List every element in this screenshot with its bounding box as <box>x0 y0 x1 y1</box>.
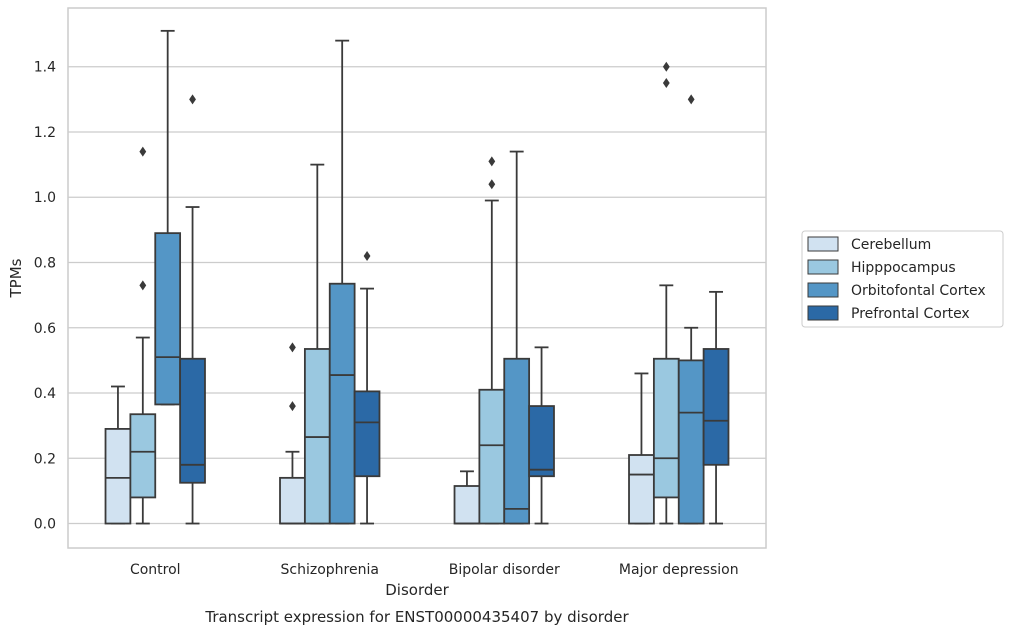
legend: Cerebellum Hipppocampus Orbitofontal Corte… <box>801 230 1004 328</box>
x-tick-label: Major depression <box>619 562 739 578</box>
y-tick-label: 1.2 <box>34 125 56 141</box>
outlier-point <box>662 61 670 72</box>
outlier-point <box>139 280 147 291</box>
box-iqr <box>702 348 730 466</box>
outlier-point <box>189 94 196 105</box>
legend-swatch <box>807 259 839 275</box>
legend-swatch <box>807 282 839 298</box>
box-iqr <box>628 454 655 525</box>
x-tick-label: Schizophrenia <box>281 562 379 578</box>
outlier-point <box>488 156 496 167</box>
box-1-1 <box>303 163 331 525</box>
legend-label: Cerebellum <box>851 237 931 253</box>
legend-swatch <box>807 305 839 321</box>
y-tick-label: 1.4 <box>34 60 56 76</box>
box-iqr <box>328 282 356 525</box>
box-1-3 <box>353 250 381 525</box>
outlier-point <box>662 78 670 89</box>
box-3-1 <box>652 61 680 525</box>
y-tick-label: 0.8 <box>34 256 56 272</box>
box-1-0 <box>279 342 306 525</box>
legend-label: Orbitofontal Cortex <box>851 283 986 299</box>
outlier-point <box>139 146 147 157</box>
box-3-2 <box>677 94 705 525</box>
box-iqr <box>503 357 531 525</box>
y-tick-label: 0.0 <box>34 517 56 533</box>
box-iqr <box>677 359 705 525</box>
outlier-point <box>363 250 371 261</box>
boxes <box>104 29 730 525</box>
box-iqr <box>652 357 680 499</box>
box-iqr <box>154 232 182 406</box>
box-iqr <box>528 405 555 478</box>
box-iqr <box>353 390 381 478</box>
y-tick-label: 0.6 <box>34 321 56 337</box>
x-tick-label: Bipolar disorder <box>449 562 560 578</box>
legend-swatch <box>807 236 839 252</box>
box-2-3 <box>528 346 555 525</box>
box-2-2 <box>503 150 531 525</box>
box-0-3 <box>179 94 206 525</box>
box-2-1 <box>478 156 506 525</box>
y-tick-label: 0.4 <box>34 386 56 402</box>
plot-area-frame <box>67 7 767 549</box>
outlier-point <box>289 401 296 412</box>
outlier-point <box>488 179 496 190</box>
outlier-point <box>289 342 296 353</box>
box-iqr <box>179 357 206 484</box>
legend-label: Prefrontal Cortex <box>851 306 970 322</box>
x-axis-label: Disorder <box>385 581 449 599</box>
box-iqr <box>104 428 132 525</box>
y-tick-labels: 0.0 0.2 0.4 0.6 0.8 1.0 1.2 1.4 <box>34 60 56 533</box>
box-1-2 <box>328 39 356 525</box>
box-iqr <box>279 476 306 525</box>
box-0-0 <box>104 385 132 525</box>
y-axis-label: TPMs <box>7 258 25 298</box>
box-iqr <box>453 485 481 525</box>
outlier-point <box>687 94 695 105</box>
box-2-0 <box>453 470 481 525</box>
legend-label: Hipppocampus <box>851 260 956 276</box>
box-iqr <box>129 413 157 499</box>
x-tick-label: Control <box>130 562 181 578</box>
y-tick-label: 0.2 <box>34 451 56 467</box>
box-3-3 <box>702 290 730 525</box>
box-0-1 <box>129 146 157 525</box>
legend-frame <box>801 230 1004 328</box>
box-0-2 <box>154 29 182 406</box>
y-tick-label: 1.0 <box>34 190 56 206</box>
chart-title: Transcript expression for ENST0000043540… <box>204 608 629 626</box>
box-3-0 <box>628 372 655 525</box>
x-tick-labels: Control Schizophrenia Bipolar disorder Majo… <box>130 562 739 578</box>
box-iqr <box>478 388 506 525</box>
